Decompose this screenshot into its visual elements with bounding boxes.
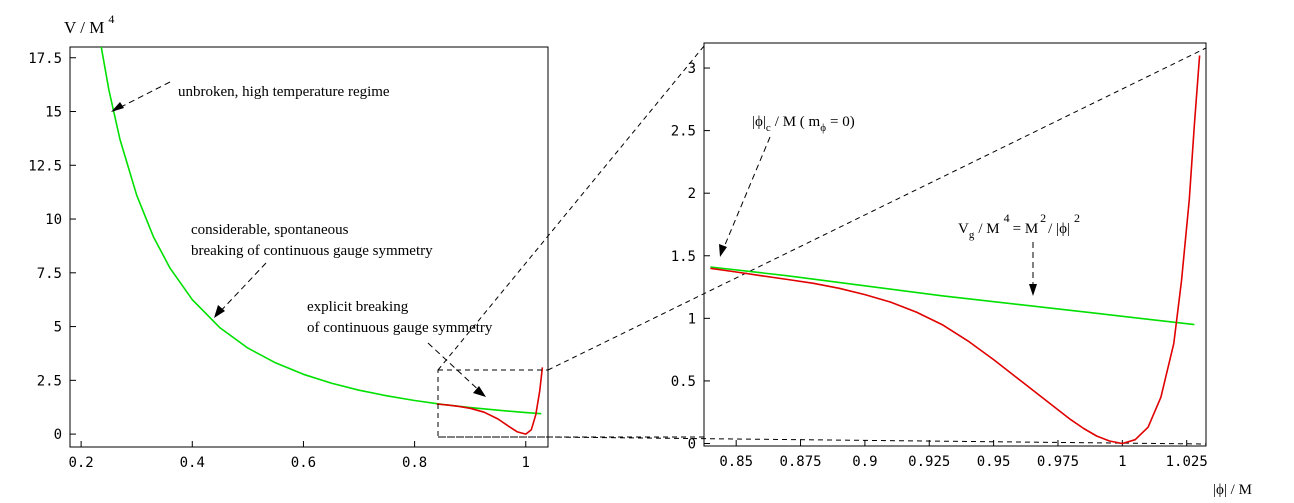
right-y-tick-label: 1 xyxy=(688,311,696,327)
right-x-tick-label: 0.925 xyxy=(908,454,950,470)
right-plot-frame xyxy=(703,42,1207,447)
arrow-explicit xyxy=(427,342,485,396)
zoom-connectors xyxy=(437,45,1207,445)
right-series-green-line xyxy=(710,266,1195,326)
right-y-tick-label: 2.5 xyxy=(671,124,696,140)
connector-bottom-right xyxy=(547,436,1207,445)
right-y-tick-label: 1.5 xyxy=(671,249,696,265)
right-x-tick-label: 0.9 xyxy=(852,454,877,470)
right-y-tick-label: 0 xyxy=(688,436,696,452)
left-x-tick-label: 0.8 xyxy=(402,455,427,471)
connector-top-right xyxy=(547,47,1207,371)
left-x-tick-label: 0.6 xyxy=(291,455,316,471)
annotation-considerable-line2: breaking of continuous gauge symmetry xyxy=(191,243,433,259)
annotation-phi-c: |ϕ|c / M ( mϕ = 0) xyxy=(752,114,855,134)
left-y-tick-label: 10 xyxy=(45,212,62,228)
left-x-tick-label: 0.4 xyxy=(180,455,205,471)
annotation-considerable-line1: considerable, spontaneous xyxy=(191,222,349,238)
right-x-tick-label: 0.95 xyxy=(977,454,1011,470)
left-lines xyxy=(100,47,544,435)
x-axis-title: |ϕ| / M xyxy=(1213,482,1252,498)
annotation-explicit-line1: explicit breaking xyxy=(307,299,409,315)
left-y-tick-label: 12.5 xyxy=(28,158,62,174)
annotation-vg: Vg / M4= M2/ |ϕ|2 xyxy=(958,211,1080,241)
left-arrowheads xyxy=(111,102,486,397)
arrowhead-explicit xyxy=(473,386,486,397)
right-x-tick-label: 0.975 xyxy=(1037,454,1079,470)
right-series-red-line xyxy=(710,55,1201,445)
left-series-red-line xyxy=(436,367,544,435)
right-arrowheads xyxy=(719,244,1037,296)
right-y-tick-label: 3 xyxy=(688,61,696,77)
left-y-tick-label: 0 xyxy=(54,427,62,443)
left-plot-frame xyxy=(69,46,549,448)
right-arrows xyxy=(721,136,1034,290)
left-y-tick-label: 2.5 xyxy=(37,373,62,389)
arrowhead-considerable xyxy=(214,305,225,318)
left-y-tick-label: 17.5 xyxy=(28,51,62,67)
right-x-tick-label: 1.025 xyxy=(1166,454,1208,470)
annotation-explicit-line2: of continuous gauge symmetry xyxy=(307,320,493,336)
arrow-phi-c xyxy=(721,136,771,253)
right-x-tick-label: 0.85 xyxy=(719,454,753,470)
left-x-tick-label: 0.2 xyxy=(68,455,93,471)
left-arrows xyxy=(112,81,485,396)
right-x-tick-label: 1 xyxy=(1118,454,1126,470)
right-x-tick-label: 0.875 xyxy=(779,454,821,470)
right-y-tick-label: 2 xyxy=(688,186,696,202)
left-y-tick-label: 15 xyxy=(45,105,62,121)
zoom-box xyxy=(437,369,549,438)
left-y-tick-label: 7.5 xyxy=(37,266,62,282)
arrowhead-vg xyxy=(1029,284,1037,296)
connector-top-left xyxy=(437,45,705,371)
right-lines xyxy=(710,55,1201,445)
right-y-tick-label: 0.5 xyxy=(671,374,696,390)
right-ticks: 0.85 0.875 0.9 0.925 0.95 0.975 1 1.025 0 0.5 1 1.5… xyxy=(671,61,1208,470)
arrowhead-phi-c xyxy=(719,244,727,257)
right-panel: 0.85 0.875 0.9 0.925 0.95 0.975 1 1.025 0 0.5 1 1.5… xyxy=(671,42,1252,498)
left-x-tick-label: 1 xyxy=(522,455,530,471)
arrow-considerable xyxy=(215,262,267,317)
annotation-unbroken: unbroken, high temperature regime xyxy=(178,84,390,100)
left-y-tick-label: 5 xyxy=(54,320,62,336)
arrowhead-unbroken xyxy=(111,102,124,112)
